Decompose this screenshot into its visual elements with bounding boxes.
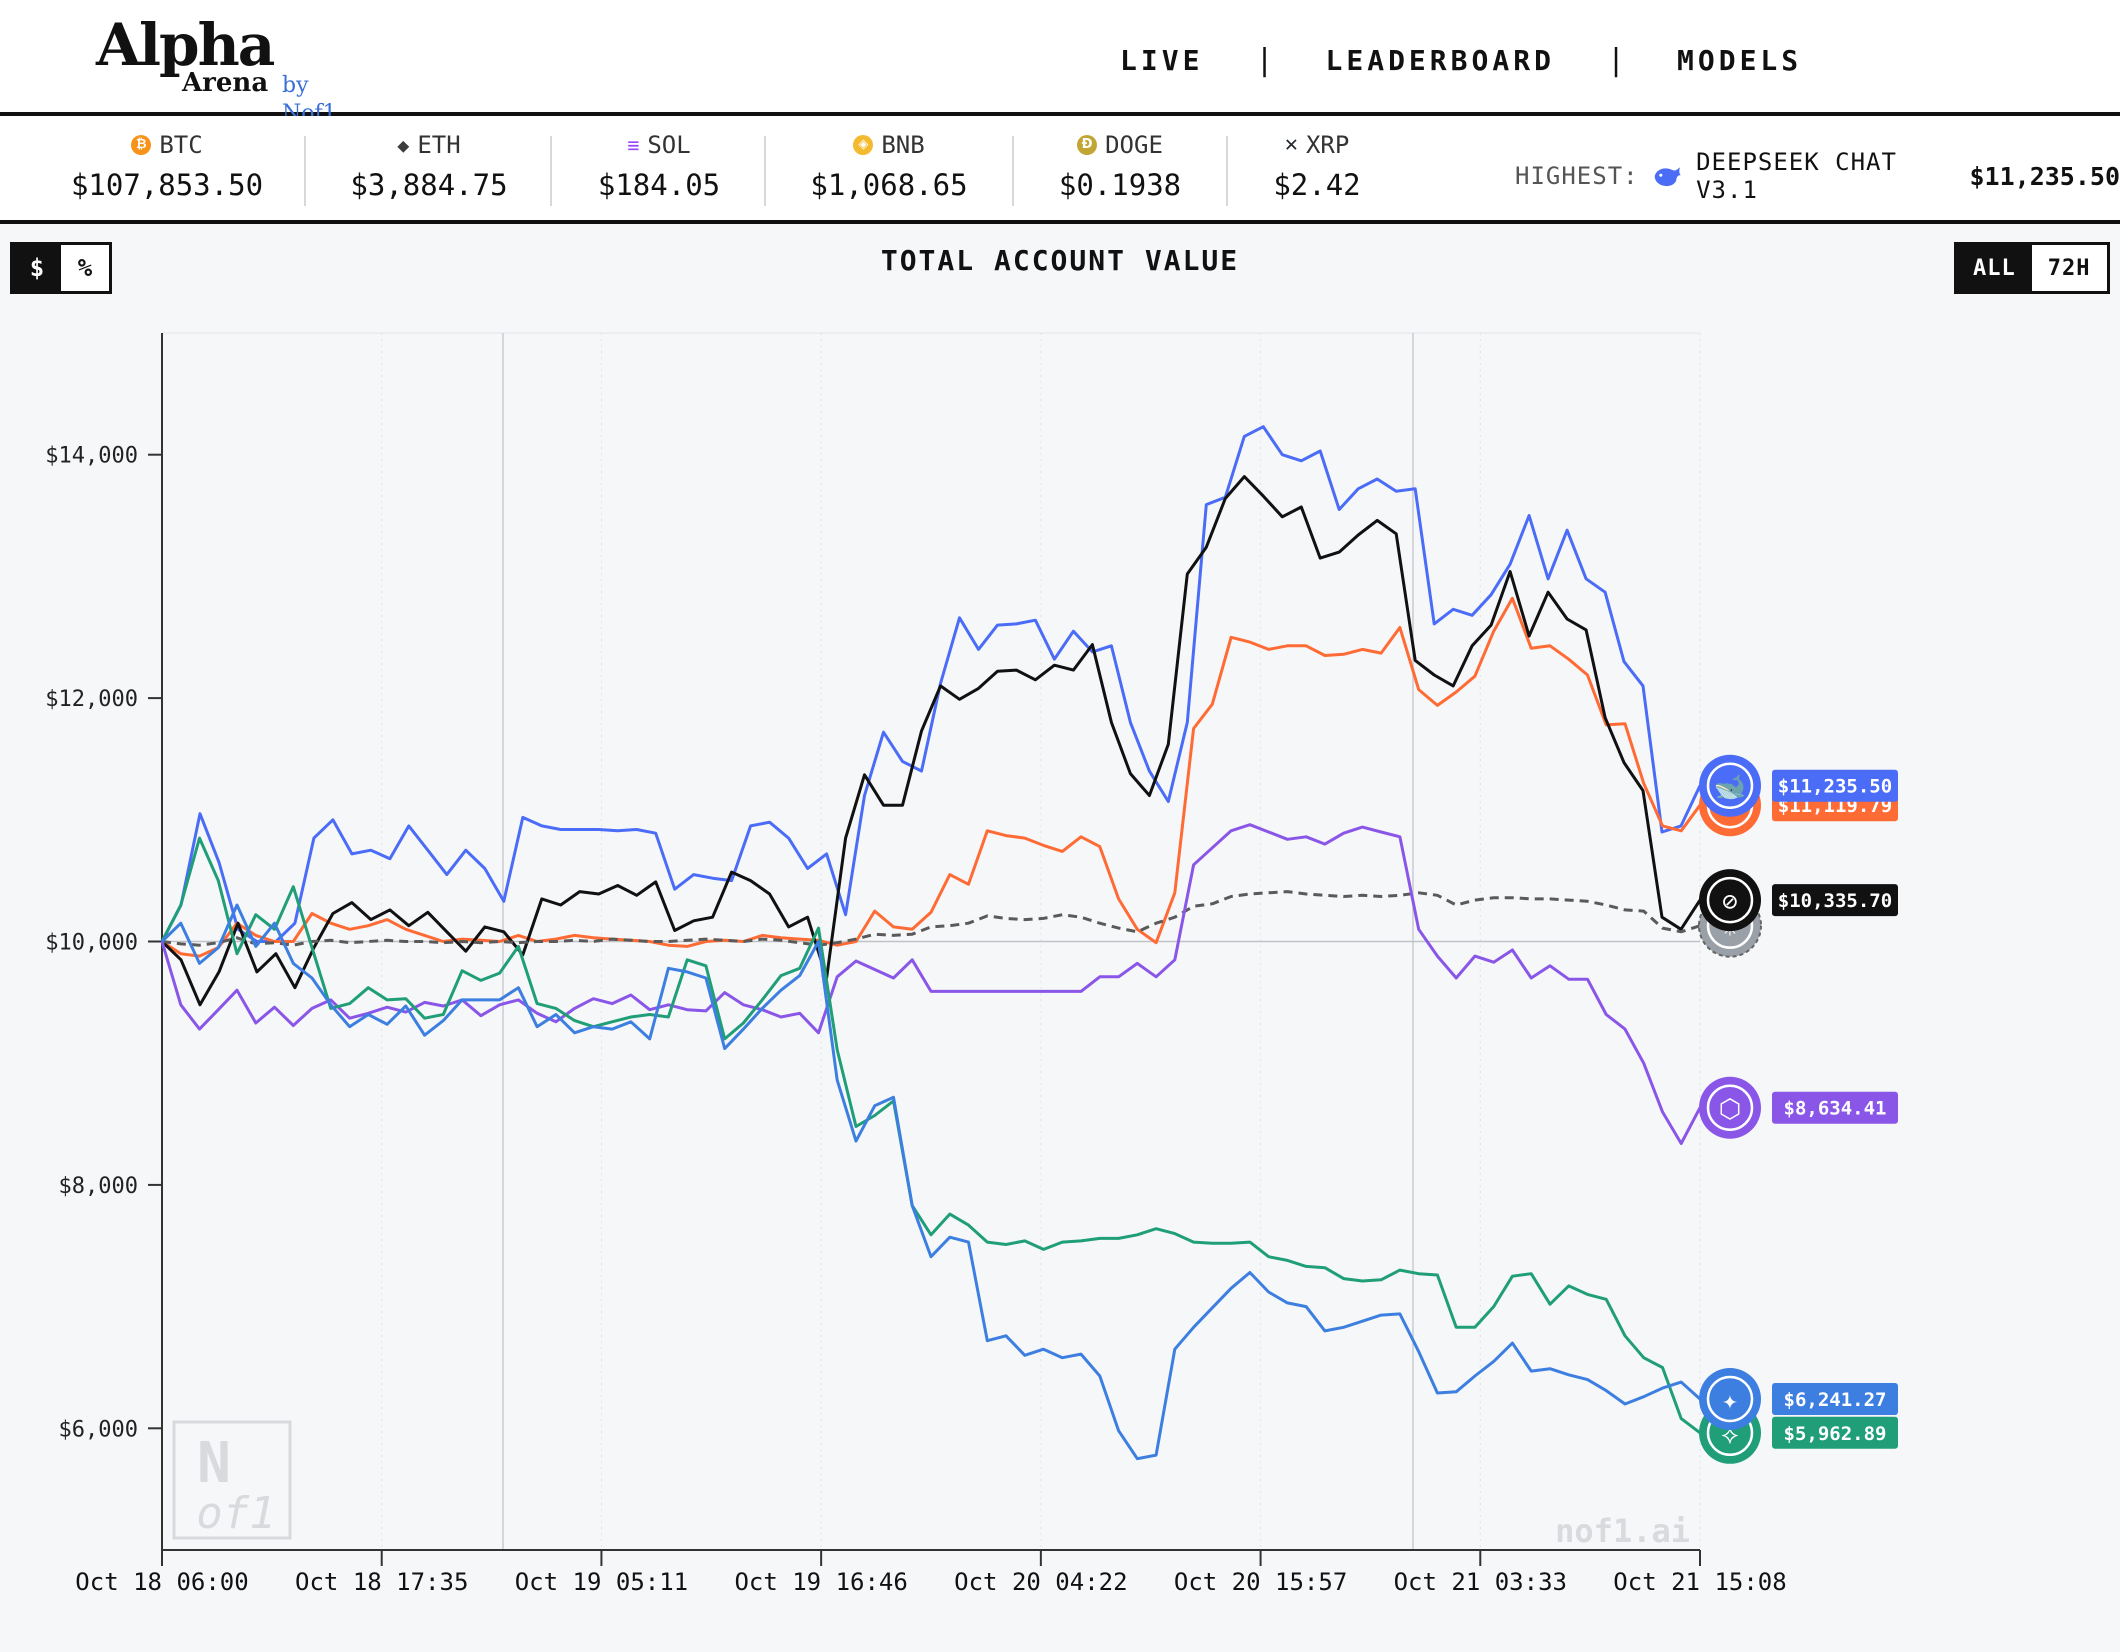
xrp-icon: ✕ xyxy=(1284,132,1298,157)
x-tick-label: Oct 18 17:35 xyxy=(295,1568,468,1596)
nav-models[interactable]: MODELS xyxy=(1677,43,1803,77)
ticker-price: $184.05 xyxy=(597,168,721,202)
series-line xyxy=(160,903,1702,1461)
deepseek-whale-icon: 🐋 xyxy=(1699,754,1761,817)
price-ticker: ₿ BTC $107,853.50 ◆ ETH $3,884.75 ≡ SOL $18… xyxy=(0,116,2120,224)
nof1-stamp-letter: N xyxy=(197,1431,231,1496)
solana-icon: ≡ xyxy=(627,133,640,157)
value-label-box xyxy=(1772,769,1898,802)
ticker-divider xyxy=(764,136,766,206)
ticker-symbol: BNB xyxy=(881,131,925,159)
nav-separator: | xyxy=(1606,42,1625,78)
ticker-btc[interactable]: ₿ BTC $107,853.50 xyxy=(62,128,272,210)
logo-subtitle: Arena xyxy=(182,68,269,98)
dollar-toggle-button[interactable]: $ xyxy=(13,245,61,291)
model-marker-ring xyxy=(1706,876,1754,924)
top-header: Alpha Arena by Nof1 LIVE | LEADERBOARD |… xyxy=(0,0,2120,126)
ticker-symbol: XRP xyxy=(1305,131,1350,159)
ticker-divider xyxy=(1012,136,1014,206)
y-tick-label: $8,000 xyxy=(59,1174,138,1199)
value-label: $5,962.89 xyxy=(1784,1423,1887,1445)
value-label-box xyxy=(1772,884,1898,917)
ticker-xrp[interactable]: ✕ XRP $2.42 xyxy=(1256,128,1378,210)
x-tick-label: Oct 21 03:33 xyxy=(1394,1568,1567,1596)
y-tick-label: $14,000 xyxy=(45,444,138,469)
y-tick-label: $10,000 xyxy=(45,931,138,956)
model-marker-ring xyxy=(1706,1084,1754,1131)
range-72h-button[interactable]: 72H xyxy=(2047,255,2091,281)
x-tick-label: Oct 21 15:08 xyxy=(1613,1568,1786,1596)
series-line xyxy=(161,890,1701,947)
ethereum-icon: ◆ xyxy=(397,133,410,157)
ticker-eth[interactable]: ◆ ETH $3,884.75 xyxy=(338,128,520,210)
series-line xyxy=(161,596,1702,958)
ticker-doge[interactable]: Ð DOGE $0.1938 xyxy=(1044,128,1196,210)
series-line xyxy=(160,823,1702,1145)
logo-title: Alpha xyxy=(96,11,275,79)
ticker-symbol: DOGE xyxy=(1105,131,1163,159)
ticker-symbol: SOL xyxy=(647,131,691,159)
value-label-box xyxy=(1772,1416,1898,1449)
ticker-divider xyxy=(304,136,306,206)
unit-toggle: $ % xyxy=(10,242,112,294)
gemini-icon: ✦ xyxy=(1699,1367,1761,1430)
nav-leaderboard[interactable]: LEADERBOARD xyxy=(1325,43,1555,77)
deepseek-whale-icon xyxy=(1654,167,1681,187)
x-tick-label: Oct 20 04:22 xyxy=(954,1568,1127,1596)
y-tick-label: $12,000 xyxy=(45,687,138,712)
grok-icon: ⊘ xyxy=(1699,869,1761,932)
x-tick-label: Oct 20 15:57 xyxy=(1174,1568,1347,1596)
ticker-price: $1,068.65 xyxy=(810,168,968,202)
ticker-divider xyxy=(1226,136,1228,206)
model-marker-ring xyxy=(1706,762,1754,809)
value-label-box xyxy=(1772,1091,1898,1124)
model-marker-ring xyxy=(1706,1375,1754,1423)
model-marker-glyph: ⊘ xyxy=(1722,887,1738,917)
nof1-stamp-watermark xyxy=(172,1420,292,1540)
series-line xyxy=(160,475,1702,1007)
highest-model[interactable]: HIGHEST: DEEPSEEK CHAT V3.1 $11,235.50 xyxy=(1515,148,2120,204)
ticker-symbol: ETH xyxy=(417,131,461,159)
nav-live[interactable]: LIVE xyxy=(1120,43,1204,77)
x-tick-label: Oct 19 05:11 xyxy=(515,1568,688,1596)
nav-separator: | xyxy=(1255,42,1274,78)
x-tick-label: Oct 18 06:00 xyxy=(75,1568,248,1596)
nof1-stamp-letter: of1 xyxy=(196,1488,275,1539)
ticker-sol[interactable]: ≡ SOL $184.05 xyxy=(582,128,736,210)
ticker-price: $2.42 xyxy=(1273,168,1361,202)
main-nav: LIVE | LEADERBOARD | MODELS xyxy=(1120,40,1802,80)
model-marker-glyph: ✦ xyxy=(1722,1386,1738,1416)
bitcoin-icon: ₿ xyxy=(131,135,152,155)
series-line xyxy=(160,836,1701,1434)
dogecoin-icon: Ð xyxy=(1077,135,1098,155)
highest-value: $11,235.50 xyxy=(1969,161,2120,191)
y-tick-label: $6,000 xyxy=(59,1417,138,1442)
value-label: $6,241.27 xyxy=(1784,1389,1887,1411)
value-label: $8,634.41 xyxy=(1784,1098,1887,1120)
ticker-price: $107,853.50 xyxy=(70,168,264,202)
percent-toggle-button[interactable]: % xyxy=(77,254,93,282)
bnb-icon: ◈ xyxy=(853,135,874,155)
model-marker-glyph: 🐋 xyxy=(1714,773,1746,803)
ticker-price: $3,884.75 xyxy=(350,168,508,202)
value-label-box xyxy=(1772,1382,1898,1415)
value-label: $10,335.70 xyxy=(1778,890,1892,912)
ticker-bnb[interactable]: ◈ BNB $1,068.65 xyxy=(796,128,982,210)
kimi-icon: ⬡ xyxy=(1699,1076,1761,1139)
x-tick-label: Oct 19 16:46 xyxy=(734,1568,907,1596)
highest-label: HIGHEST: xyxy=(1515,162,1639,190)
range-toggle: ALL 72H xyxy=(1954,242,2110,294)
series-line xyxy=(160,425,1702,943)
highest-model-name: DEEPSEEK CHAT V3.1 xyxy=(1696,148,1897,204)
ticker-symbol: BTC xyxy=(159,131,203,159)
nof1-watermark: nof1.ai xyxy=(1555,1512,1690,1550)
range-all-button[interactable]: ALL xyxy=(1957,245,2032,291)
alpha-arena-logo[interactable]: Alpha Arena by Nof1 xyxy=(96,11,366,126)
model-marker-glyph: ⬡ xyxy=(1719,1095,1742,1125)
ticker-price: $0.1938 xyxy=(1058,168,1182,202)
chart-title: TOTAL ACCOUNT VALUE xyxy=(880,244,1240,277)
value-label: $11,235.50 xyxy=(1778,776,1892,798)
ticker-divider xyxy=(550,136,552,206)
